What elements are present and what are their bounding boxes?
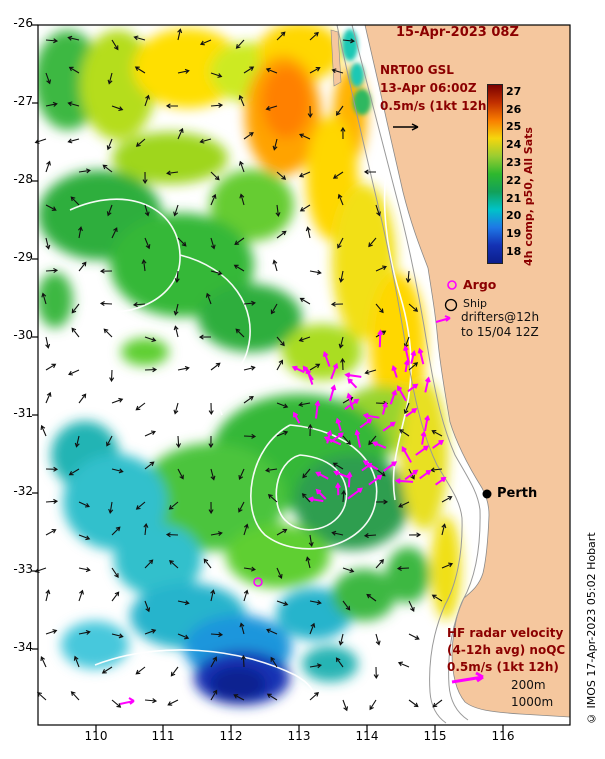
x-tick-label: 112 xyxy=(219,729,243,743)
isobath-label-1000m: 1000m xyxy=(511,695,554,709)
legend-drifters-line2: to 15/04 12Z xyxy=(461,325,539,339)
product-label: NRT00 GSL xyxy=(380,63,454,77)
colorbar-title: 4h comp, p50, All Sats xyxy=(522,127,535,266)
y-tick-label: -31 xyxy=(13,406,33,420)
legend-argo-label: Argo xyxy=(463,277,497,292)
current-vector-field xyxy=(34,28,454,712)
imos-credit: © IMOS 17-Apr-2023 05:02 Hobart xyxy=(585,532,598,725)
y-tick-label: -29 xyxy=(13,250,33,264)
colorbar-tick-label: 24 xyxy=(506,138,522,151)
colorbar-tick-label: 21 xyxy=(506,192,522,205)
colorbar-tick-label: 20 xyxy=(506,209,522,222)
isobath-contours xyxy=(336,25,481,724)
colorbar-tick-label: 22 xyxy=(506,174,522,187)
velocity-scale-arrow xyxy=(393,123,419,131)
colorbar-tick-label: 25 xyxy=(506,120,522,133)
y-tick-label: -30 xyxy=(13,328,33,342)
y-tick-label: -34 xyxy=(13,640,33,654)
isobath-label-200m: 200m xyxy=(511,678,546,692)
y-tick-label: -32 xyxy=(13,484,33,498)
x-tick-label: 111 xyxy=(151,729,175,743)
x-tick-label: 115 xyxy=(423,729,447,743)
argo-float-marker xyxy=(253,577,263,587)
colorbar-tick-label: 18 xyxy=(506,245,522,258)
drifter-legend-arrow xyxy=(435,315,451,323)
velocity-scale-label: 0.5m/s (1kt 12h) xyxy=(380,99,492,113)
legend-drifters-line1: drifters@12h xyxy=(461,310,540,324)
x-tick-label: 116 xyxy=(491,729,515,743)
perth-marker xyxy=(482,489,492,499)
colorbar-tick-label: 23 xyxy=(506,156,522,169)
shark-bay-water xyxy=(342,29,371,115)
colorbar-tick-label: 27 xyxy=(506,85,522,98)
x-tick-label: 110 xyxy=(84,729,108,743)
axis-ticks xyxy=(32,24,504,731)
x-tick-label: 113 xyxy=(287,729,311,743)
plot-frame xyxy=(37,24,571,726)
argo-legend-symbol xyxy=(447,280,457,290)
annotation-shapes xyxy=(119,123,492,705)
lone-drifter-arrow xyxy=(119,697,135,705)
y-tick-label: -27 xyxy=(13,94,33,108)
legend-ship-label: Ship xyxy=(463,297,487,310)
hf-radar-line1: HF radar velocity xyxy=(447,626,564,640)
colorbar-tick-label: 19 xyxy=(506,227,522,240)
hf-radar-line2: (4-12h avg) noQC xyxy=(447,643,566,657)
x-tick-label: 114 xyxy=(355,729,379,743)
y-tick-label: -33 xyxy=(13,562,33,576)
ship-legend-symbol xyxy=(444,298,458,312)
hf-scale-arrow xyxy=(451,671,484,684)
y-tick-label: -28 xyxy=(13,172,33,186)
colorbar-tick-label: 26 xyxy=(506,103,522,116)
analysis-datetime: 13-Apr 06:00Z xyxy=(380,81,477,95)
hf-radar-line3: 0.5m/s (1kt 12h) xyxy=(447,660,559,674)
land-australia xyxy=(364,25,570,718)
map-timestamp: 15-Apr-2023 08Z xyxy=(396,25,519,40)
y-tick-label: -26 xyxy=(13,16,33,30)
city-label-perth: Perth xyxy=(497,486,538,501)
gsl-contours xyxy=(69,149,412,723)
colorbar-gradient xyxy=(487,84,503,264)
